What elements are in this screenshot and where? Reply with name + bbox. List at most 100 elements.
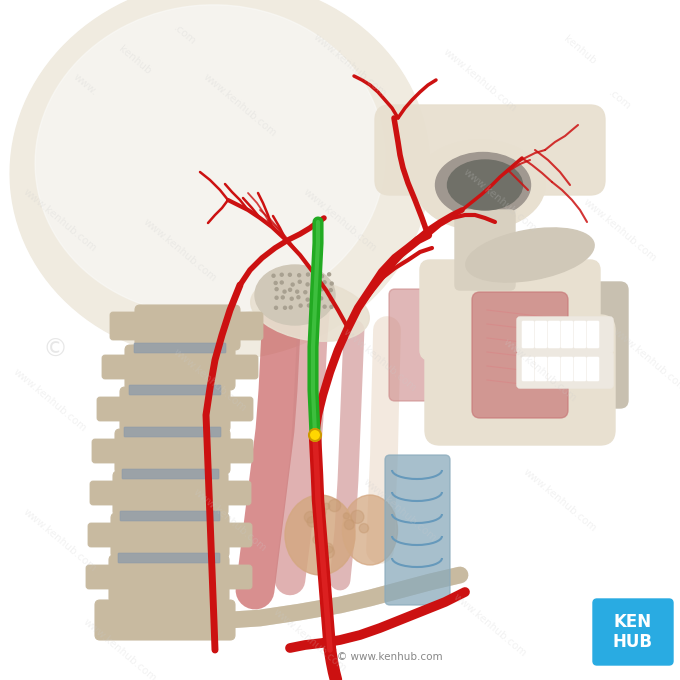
FancyBboxPatch shape	[125, 345, 235, 390]
FancyBboxPatch shape	[548, 357, 560, 381]
Circle shape	[296, 299, 299, 301]
Circle shape	[312, 282, 315, 285]
Text: www.: www.	[71, 72, 99, 98]
Text: www.kenhub.com: www.kenhub.com	[341, 326, 418, 394]
Text: www.kenhub.com: www.kenhub.com	[611, 326, 680, 394]
FancyBboxPatch shape	[110, 312, 144, 340]
FancyBboxPatch shape	[109, 555, 229, 603]
Ellipse shape	[447, 160, 522, 210]
FancyBboxPatch shape	[221, 565, 252, 589]
Text: www.kenhub.com: www.kenhub.com	[22, 507, 99, 573]
Text: www.kenhub.com: www.kenhub.com	[502, 337, 579, 403]
Text: www.kenhub.com: www.kenhub.com	[581, 197, 658, 263]
Circle shape	[350, 547, 363, 560]
Text: www.kenhub.com: www.kenhub.com	[452, 592, 528, 658]
FancyBboxPatch shape	[587, 321, 599, 348]
FancyBboxPatch shape	[425, 315, 615, 445]
Circle shape	[318, 545, 330, 556]
Ellipse shape	[343, 495, 398, 565]
Circle shape	[355, 515, 362, 522]
FancyBboxPatch shape	[113, 471, 228, 516]
FancyBboxPatch shape	[220, 481, 251, 505]
FancyBboxPatch shape	[95, 600, 235, 640]
Text: kenhub: kenhub	[562, 34, 598, 66]
Text: www.kenhub.com: www.kenhub.com	[522, 466, 598, 533]
FancyBboxPatch shape	[420, 260, 600, 360]
Circle shape	[311, 512, 322, 524]
FancyBboxPatch shape	[455, 210, 515, 290]
Text: www.kenhub.com: www.kenhub.com	[271, 607, 348, 673]
Circle shape	[320, 299, 322, 302]
FancyBboxPatch shape	[535, 321, 547, 348]
Circle shape	[307, 271, 310, 275]
Circle shape	[274, 281, 277, 284]
Circle shape	[271, 274, 275, 277]
FancyBboxPatch shape	[562, 282, 628, 408]
Circle shape	[328, 526, 341, 539]
Circle shape	[288, 274, 291, 277]
FancyBboxPatch shape	[574, 357, 586, 381]
Text: www.kenhub.com: www.kenhub.com	[171, 347, 248, 413]
Circle shape	[307, 282, 310, 286]
Circle shape	[309, 429, 321, 441]
FancyBboxPatch shape	[120, 511, 220, 521]
Text: .com: .com	[172, 23, 198, 47]
Circle shape	[288, 280, 292, 284]
Text: kenhub: kenhub	[117, 44, 153, 76]
Text: www.kenhub.com: www.kenhub.com	[441, 46, 518, 114]
Circle shape	[330, 539, 340, 549]
FancyBboxPatch shape	[134, 343, 226, 353]
Circle shape	[348, 521, 356, 529]
FancyBboxPatch shape	[389, 289, 476, 401]
Circle shape	[320, 275, 323, 278]
Circle shape	[299, 303, 301, 307]
FancyBboxPatch shape	[97, 397, 131, 421]
Circle shape	[314, 299, 317, 302]
Circle shape	[272, 299, 275, 302]
FancyBboxPatch shape	[517, 317, 613, 353]
Text: www.kenhub.com: www.kenhub.com	[12, 367, 88, 433]
Circle shape	[273, 304, 277, 307]
Circle shape	[320, 282, 324, 284]
Circle shape	[299, 283, 301, 286]
FancyBboxPatch shape	[522, 321, 534, 348]
Text: KEN
HUB: KEN HUB	[613, 613, 653, 651]
Circle shape	[318, 513, 325, 520]
Text: www.kenhub.com: www.kenhub.com	[462, 167, 539, 233]
Circle shape	[328, 284, 331, 286]
Circle shape	[290, 296, 293, 300]
Text: www.kenhub.com: www.kenhub.com	[301, 186, 379, 254]
Circle shape	[279, 296, 283, 299]
Text: www.kenhub.com: www.kenhub.com	[201, 71, 279, 139]
FancyBboxPatch shape	[86, 565, 120, 589]
FancyBboxPatch shape	[115, 429, 230, 474]
Text: www.kenhub.com: www.kenhub.com	[141, 216, 218, 284]
FancyBboxPatch shape	[129, 385, 221, 395]
Ellipse shape	[466, 228, 594, 282]
FancyBboxPatch shape	[522, 357, 534, 381]
Ellipse shape	[285, 495, 355, 575]
Circle shape	[305, 307, 307, 310]
FancyBboxPatch shape	[92, 439, 126, 463]
Circle shape	[316, 290, 318, 294]
FancyBboxPatch shape	[535, 357, 547, 381]
Circle shape	[344, 518, 352, 526]
Text: © www.kenhub.com: © www.kenhub.com	[337, 652, 443, 662]
FancyBboxPatch shape	[587, 357, 599, 381]
FancyBboxPatch shape	[385, 455, 450, 605]
Circle shape	[315, 518, 328, 532]
FancyBboxPatch shape	[118, 553, 220, 563]
Text: ©: ©	[42, 338, 67, 362]
Ellipse shape	[35, 5, 385, 315]
FancyBboxPatch shape	[375, 105, 605, 195]
Circle shape	[282, 283, 285, 286]
Circle shape	[306, 291, 309, 294]
Ellipse shape	[255, 265, 335, 325]
FancyBboxPatch shape	[227, 355, 258, 379]
Circle shape	[328, 299, 330, 301]
Circle shape	[282, 307, 285, 309]
Circle shape	[328, 273, 330, 277]
FancyBboxPatch shape	[222, 439, 253, 463]
Circle shape	[312, 275, 316, 277]
Circle shape	[350, 509, 357, 516]
